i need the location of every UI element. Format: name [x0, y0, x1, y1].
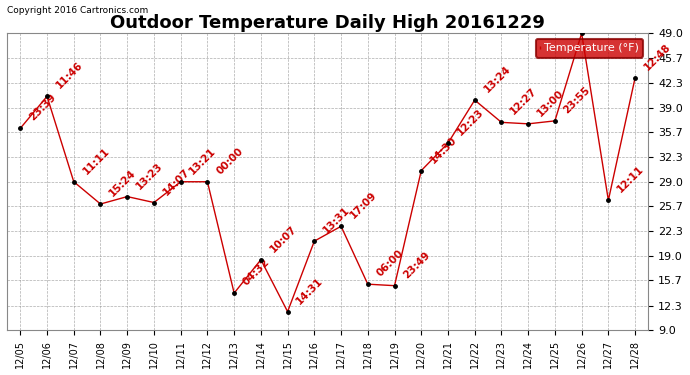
Text: 11:46: 11:46 [54, 60, 85, 91]
Legend: Temperature (°F): Temperature (°F) [536, 39, 643, 58]
Text: 12:48: 12:48 [642, 42, 673, 72]
Text: 14:30: 14:30 [428, 135, 459, 165]
Text: 13:31: 13:31 [322, 205, 352, 236]
Text: 15:24: 15:24 [108, 168, 138, 198]
Text: 13:24: 13:24 [482, 64, 512, 94]
Text: 23:49: 23:49 [402, 250, 432, 280]
Text: Copyright 2016 Cartronics.com: Copyright 2016 Cartronics.com [7, 6, 148, 15]
Text: 04:32: 04:32 [241, 257, 272, 288]
Text: 10:07: 10:07 [268, 224, 298, 254]
Text: 23:55: 23:55 [562, 85, 592, 115]
Text: 12:23: 12:23 [455, 107, 486, 138]
Text: 13:23: 13:23 [134, 160, 165, 191]
Text: 11:11: 11:11 [81, 146, 111, 176]
Text: 00:00: 00:00 [215, 146, 245, 176]
Text: 14:07: 14:07 [161, 166, 192, 197]
Text: 13:21: 13:21 [188, 146, 218, 176]
Text: 06:00: 06:00 [375, 248, 405, 279]
Text: 12:27: 12:27 [509, 86, 539, 117]
Text: 12:11: 12:11 [615, 164, 646, 195]
Text: 17:09: 17:09 [348, 190, 379, 221]
Title: Outdoor Temperature Daily High 20161229: Outdoor Temperature Daily High 20161229 [110, 14, 545, 32]
Text: 13:00: 13:00 [535, 88, 566, 118]
Text: 14:31: 14:31 [295, 276, 325, 306]
Text: 23:39: 23:39 [27, 92, 58, 123]
